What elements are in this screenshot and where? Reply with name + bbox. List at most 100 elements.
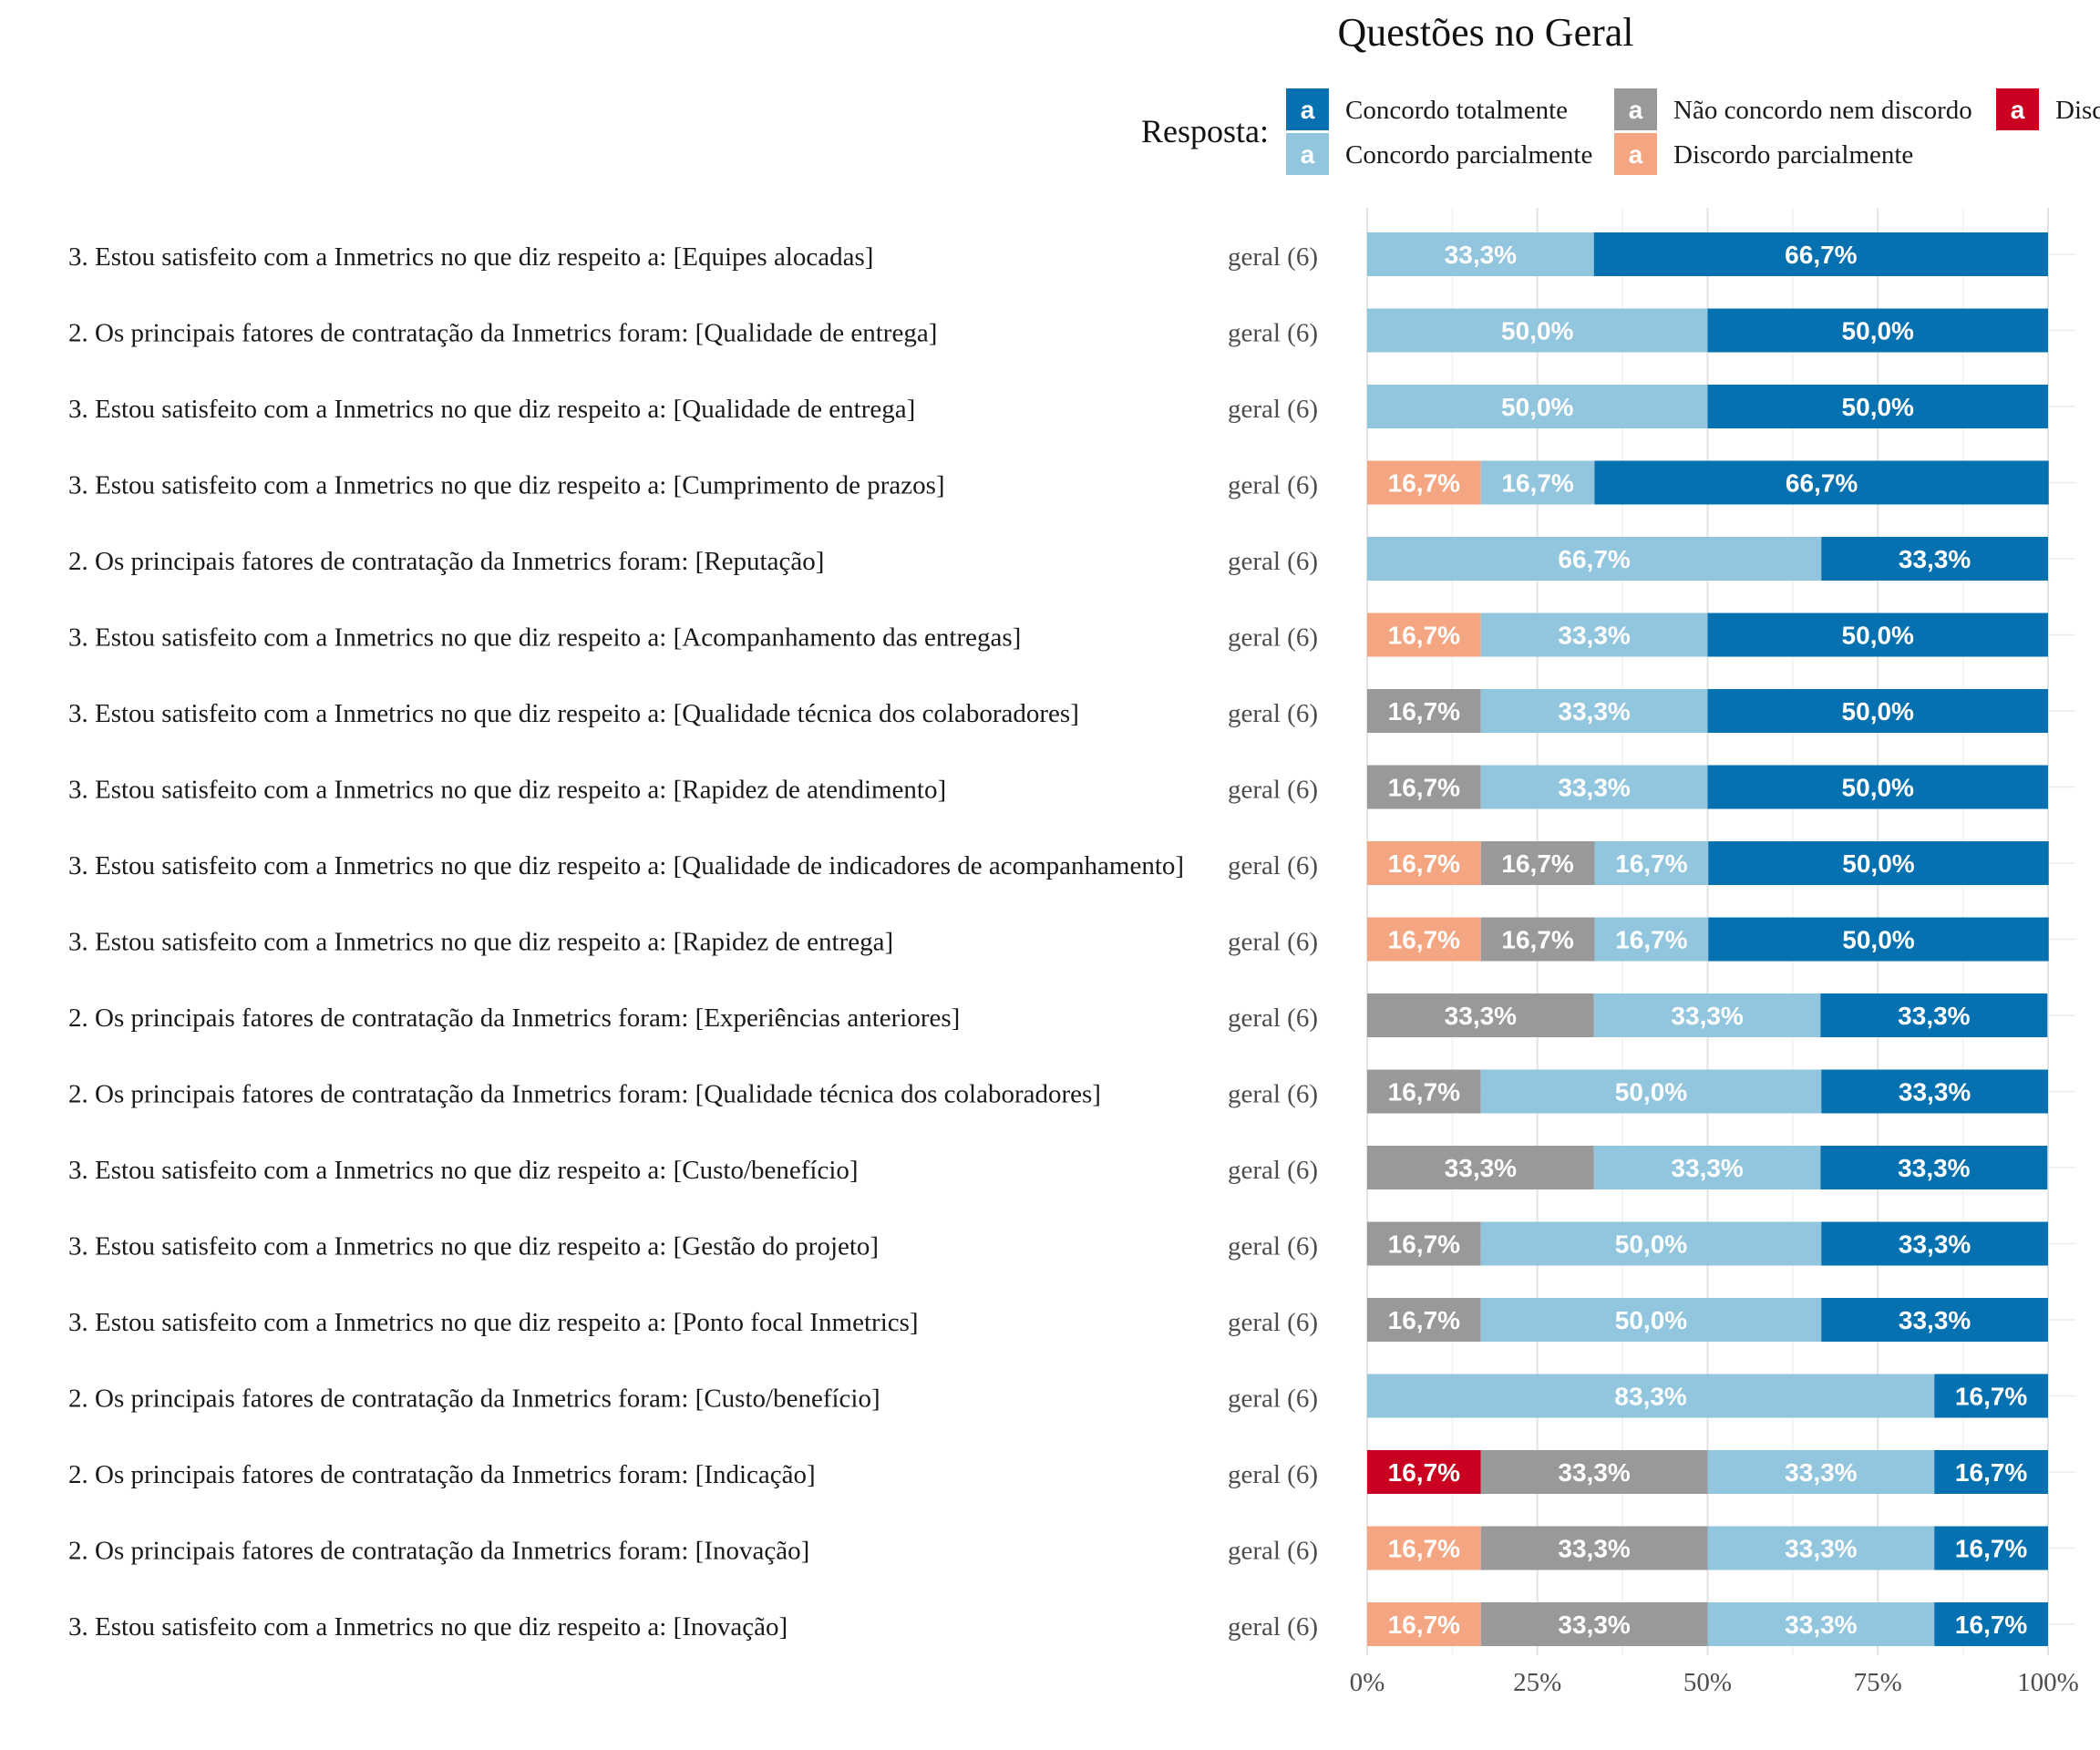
bar-segment (1820, 993, 2048, 1037)
bar-segment (1480, 917, 1595, 962)
row-label: 3. Estou satisfeito com a Inmetrics no q… (68, 1156, 859, 1185)
row-label: 2. Os principais fatores de contratação … (68, 1385, 880, 1414)
row-label: 3. Estou satisfeito com a Inmetrics no q… (68, 699, 1079, 728)
group-label: geral (6) (1228, 1080, 1318, 1109)
row-label: 2. Os principais fatores de contratação … (68, 1460, 816, 1489)
legend-label: Concordo parcialmente (1345, 140, 1592, 170)
data-label: 16,7% (1615, 849, 1687, 878)
data-label: 50,0% (1842, 697, 1914, 726)
data-label: 50,0% (1842, 622, 1914, 650)
legend-key (1614, 133, 1657, 175)
legend-key (1996, 88, 2039, 130)
data-label: 33,3% (1445, 1002, 1517, 1030)
data-label: 50,0% (1842, 926, 1914, 954)
bar-segment (1480, 1450, 1708, 1494)
bar-segment (1367, 993, 1594, 1037)
x-tick-label: 100% (2017, 1668, 2079, 1697)
data-label: 16,7% (1501, 469, 1573, 498)
bar-segment (1707, 308, 2048, 353)
group-label: geral (6) (1228, 395, 1318, 424)
bar-segment (1367, 1374, 1935, 1418)
bar-segment (1367, 841, 1481, 885)
bar-segment (1367, 308, 1708, 353)
group-label: geral (6) (1228, 776, 1318, 805)
bar-segment (1480, 612, 1708, 657)
legend: Resposta: a Concordo totalmente a Concordo … (1141, 88, 2100, 175)
legend-item: a Concordo totalmente (1286, 88, 1568, 130)
data-label: 50,0% (1842, 774, 1914, 802)
data-label: 66,7% (1785, 241, 1857, 269)
legend-item: a Concordo parcialmente (1286, 133, 1592, 175)
bar-segment (1593, 1146, 1821, 1189)
row-label: 3. Estou satisfeito com a Inmetrics no q… (68, 242, 873, 272)
data-label: 33,3% (1445, 1154, 1517, 1182)
data-label: 50,0% (1842, 393, 1914, 421)
data-label: 16,7% (1388, 774, 1460, 802)
bar-segment (1480, 841, 1595, 885)
bar-row: 3. Estou satisfeito com a Inmetrics no q… (68, 232, 2048, 276)
data-label: 33,3% (1558, 622, 1630, 650)
data-label: 33,3% (1898, 1002, 1970, 1030)
row-label: 3. Estou satisfeito com a Inmetrics no q… (68, 623, 1021, 653)
bar-row: 3. Estou satisfeito com a Inmetrics no q… (68, 460, 2049, 505)
bar-row: 2. Os principais fatores de contratação … (68, 537, 2048, 581)
data-label: 33,3% (1899, 545, 1971, 573)
row-label: 3. Estou satisfeito com a Inmetrics no q… (68, 1308, 919, 1337)
legend-key (1286, 133, 1329, 175)
bar-row: 3. Estou satisfeito com a Inmetrics no q… (68, 917, 2049, 962)
row-label: 3. Estou satisfeito com a Inmetrics no q… (68, 851, 1184, 880)
bar-row: 2. Os principais fatores de contratação … (68, 1450, 2048, 1494)
bar-row: 3. Estou satisfeito com a Inmetrics no q… (68, 1298, 2048, 1342)
group-label: geral (6) (1228, 242, 1318, 272)
legend-key (1286, 88, 1329, 130)
data-label: 16,7% (1388, 1611, 1460, 1639)
bar-segment (1821, 1069, 2048, 1114)
data-label: 16,7% (1955, 1611, 2027, 1639)
data-label: 16,7% (1388, 1535, 1460, 1563)
row-label: 2. Os principais fatores de contratação … (68, 1004, 960, 1033)
bar-segment (1480, 1069, 1822, 1114)
bar-segment (1934, 1526, 2048, 1570)
group-label: geral (6) (1228, 547, 1318, 576)
bar-segment (1367, 1526, 1481, 1570)
data-label: 50,0% (1501, 317, 1573, 345)
bar-row: 3. Estou satisfeito com a Inmetrics no q… (68, 1602, 2048, 1646)
row-label: 2. Os principais fatores de contratação … (68, 1537, 809, 1566)
data-label: 16,7% (1501, 849, 1573, 878)
bar-segment (1367, 1450, 1481, 1494)
bar-segment (1594, 460, 2049, 505)
data-label: 16,7% (1388, 622, 1460, 650)
data-label: 66,7% (1558, 545, 1630, 573)
bar-segment (1707, 612, 2048, 657)
data-label: 33,3% (1785, 1611, 1857, 1639)
bar-row: 3. Estou satisfeito com a Inmetrics no q… (68, 765, 2048, 809)
data-label: 33,3% (1899, 1078, 1971, 1107)
x-tick-label: 75% (1854, 1668, 1902, 1697)
bar-segment (1480, 1526, 1708, 1570)
bar-segment (1367, 1069, 1481, 1114)
group-label: geral (6) (1228, 1537, 1318, 1566)
data-label: 16,7% (1388, 469, 1460, 498)
data-label: 16,7% (1388, 697, 1460, 726)
legend-label: Não concordo nem discordo (1673, 96, 1972, 125)
legend-key-glyph: a (2011, 96, 2025, 124)
bar-segment (1821, 1221, 2048, 1266)
data-label: 16,7% (1501, 926, 1573, 954)
data-label: 33,3% (1558, 697, 1630, 726)
bar-segment (1480, 1298, 1822, 1342)
group-label: geral (6) (1228, 851, 1318, 880)
data-label: 16,7% (1955, 1458, 2027, 1487)
bar-row: 3. Estou satisfeito com a Inmetrics no q… (68, 1146, 2048, 1189)
bar-segment (1367, 537, 1822, 581)
bar-segment (1708, 841, 2049, 885)
data-label: 33,3% (1899, 1230, 1971, 1259)
bar-row: 2. Os principais fatores de contratação … (68, 1526, 2048, 1570)
bar-segment (1480, 460, 1595, 505)
bar-segment (1480, 1602, 1708, 1646)
bar-row: 3. Estou satisfeito com a Inmetrics no q… (68, 612, 2048, 657)
legend-label: Concordo totalmente (1345, 96, 1568, 125)
bar-segment (1367, 460, 1481, 505)
bar-segment (1708, 917, 2049, 962)
chart-title: Questões no Geral (1337, 10, 1633, 55)
